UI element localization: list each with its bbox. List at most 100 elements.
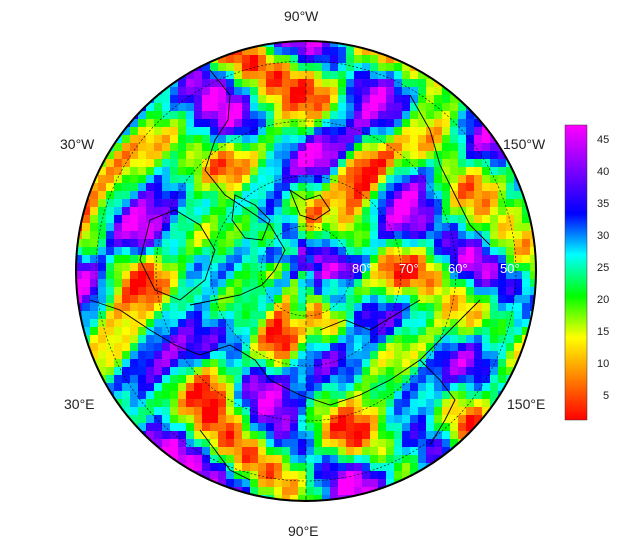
field-cell <box>378 287 387 296</box>
field-cell <box>402 159 411 168</box>
field-cell <box>362 135 371 144</box>
field-cell <box>354 295 363 304</box>
field-cell <box>202 263 211 272</box>
field-cell <box>322 159 331 168</box>
field-cell <box>306 367 315 376</box>
field-cell <box>450 303 459 312</box>
field-cell <box>346 239 355 248</box>
field-cell <box>250 287 259 296</box>
field-cell <box>226 223 235 232</box>
field-cell <box>130 415 139 424</box>
field-cell <box>178 111 187 120</box>
field-cell <box>458 135 467 144</box>
field-cell <box>330 223 339 232</box>
field-cell <box>498 231 507 240</box>
field-cell <box>402 399 411 408</box>
field-cell <box>242 319 251 328</box>
field-cell <box>450 215 459 224</box>
field-cell <box>458 255 467 264</box>
field-cell <box>138 111 147 120</box>
field-cell <box>266 447 275 456</box>
field-cell <box>490 159 499 168</box>
field-cell <box>250 271 259 280</box>
field-cell <box>202 95 211 104</box>
field-cell <box>354 359 363 368</box>
field-cell <box>498 247 507 256</box>
field-cell <box>434 423 443 432</box>
field-cell <box>482 215 491 224</box>
field-cell <box>130 223 139 232</box>
field-cell <box>90 223 99 232</box>
field-cell <box>370 183 379 192</box>
field-cell <box>90 295 99 304</box>
field-cell <box>298 479 307 488</box>
field-cell <box>170 447 179 456</box>
field-cell <box>482 295 491 304</box>
field-cell <box>402 351 411 360</box>
field-cell <box>202 239 211 248</box>
field-cell <box>170 423 179 432</box>
field-cell <box>442 415 451 424</box>
field-cell <box>346 175 355 184</box>
field-cell <box>290 303 299 312</box>
field-cell <box>218 295 227 304</box>
field-cell <box>370 455 379 464</box>
field-cell <box>234 351 243 360</box>
field-cell <box>362 319 371 328</box>
field-cell <box>434 271 443 280</box>
field-cell <box>98 295 107 304</box>
field-cell <box>242 55 251 64</box>
field-cell <box>338 279 347 288</box>
field-cell <box>474 151 483 160</box>
field-cell <box>98 255 107 264</box>
field-cell <box>378 55 387 64</box>
field-cell <box>266 127 275 136</box>
field-cell <box>474 119 483 128</box>
field-cell <box>418 367 427 376</box>
field-cell <box>178 335 187 344</box>
field-cell <box>210 151 219 160</box>
colorbar-tick-10: 10 <box>597 358 610 370</box>
field-cell <box>450 223 459 232</box>
field-cell <box>322 207 331 216</box>
field-cell <box>442 223 451 232</box>
field-cell <box>426 199 435 208</box>
field-cell <box>458 207 467 216</box>
field-cell <box>362 495 371 501</box>
field-cell <box>346 367 355 376</box>
field-cell <box>402 311 411 320</box>
field-cell <box>354 447 363 456</box>
field-cell <box>450 431 459 440</box>
field-cell <box>482 175 491 184</box>
field-cell <box>482 247 491 256</box>
field-cell <box>498 183 507 192</box>
field-cell <box>282 71 291 80</box>
field-cell <box>194 191 203 200</box>
field-cell <box>90 351 99 360</box>
field-cell <box>154 255 163 264</box>
field-cell <box>362 159 371 168</box>
field-cell <box>410 79 419 88</box>
parallel-70 <box>210 175 402 367</box>
field-cell <box>338 111 347 120</box>
field-cell <box>474 239 483 248</box>
field-cell <box>218 135 227 144</box>
field-cell <box>274 111 283 120</box>
field-cell <box>290 367 299 376</box>
field-cell <box>130 279 139 288</box>
field-cell <box>290 55 299 64</box>
field-cell <box>170 263 179 272</box>
field-cell <box>186 231 195 240</box>
field-cell <box>154 239 163 248</box>
field-cell <box>98 239 107 248</box>
field-cell <box>482 303 491 312</box>
field-cell <box>466 367 475 376</box>
field-cell <box>442 311 451 320</box>
field-cell <box>442 335 451 344</box>
field-cell <box>218 63 227 72</box>
field-cell <box>90 239 99 248</box>
field-cell <box>242 375 251 384</box>
field-cell <box>210 63 219 72</box>
field-cell <box>346 391 355 400</box>
field-cell <box>370 215 379 224</box>
